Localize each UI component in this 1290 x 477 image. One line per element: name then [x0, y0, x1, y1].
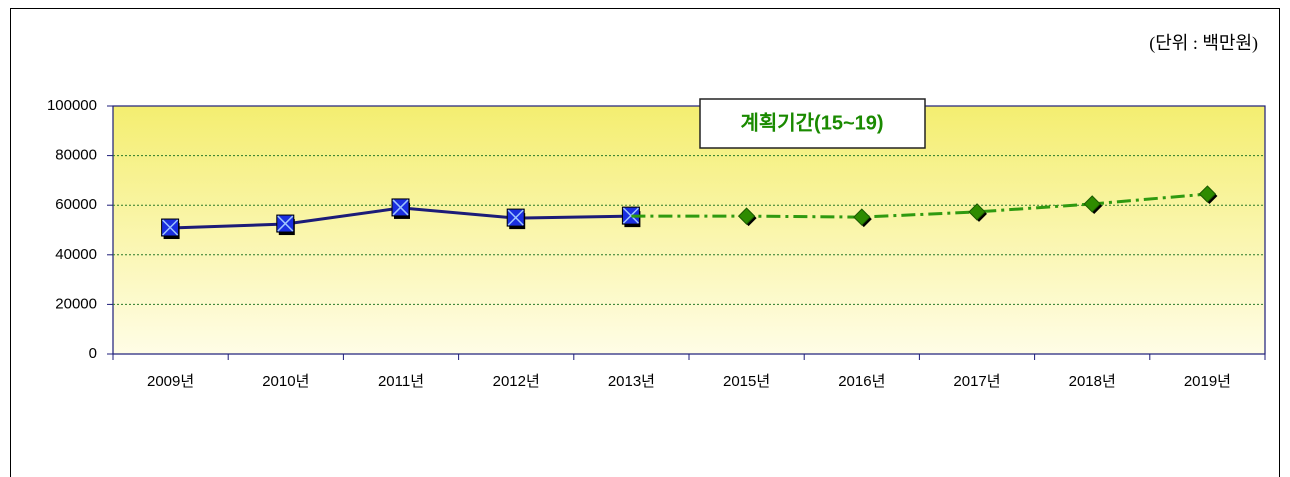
marker: [276, 214, 295, 233]
annotation-box: [699, 98, 926, 149]
marker: [1198, 185, 1217, 203]
marker: [737, 207, 756, 225]
y-tick-label: 0: [89, 345, 97, 362]
series-line: [631, 192, 1208, 219]
x-tick-label: 2010년: [262, 373, 309, 390]
marker: [621, 206, 640, 225]
marker: [391, 198, 410, 217]
y-tick-label: 80000: [55, 147, 97, 164]
x-tick-label: 2012년: [493, 373, 540, 390]
x-tick-label: 2011년: [378, 373, 424, 390]
annotation: 계획기간(15~19): [740, 111, 883, 134]
unit-label: (단위 : 백만원): [1149, 33, 1258, 54]
x-tick-label: 2013년: [608, 373, 655, 390]
marker: [506, 208, 525, 227]
marker: [1083, 195, 1101, 213]
marker: [161, 218, 180, 237]
x-tick-label: 2017년: [953, 373, 1000, 390]
frame: [10, 8, 1280, 477]
x-tick-label: 2015년: [723, 373, 770, 390]
x-tick-label: 2018년: [1069, 373, 1116, 390]
y-tick-label: 60000: [55, 196, 97, 213]
y-tick-label: 100000: [47, 97, 97, 114]
x-tick-label: 2009년: [147, 373, 194, 390]
x-tick-label: 2019년: [1184, 373, 1231, 390]
x-tick-label: 2016년: [838, 373, 885, 390]
y-tick-label: 20000: [55, 295, 97, 312]
y-tick-label: 40000: [55, 246, 97, 263]
marker: [968, 203, 986, 221]
marker: [853, 208, 871, 226]
